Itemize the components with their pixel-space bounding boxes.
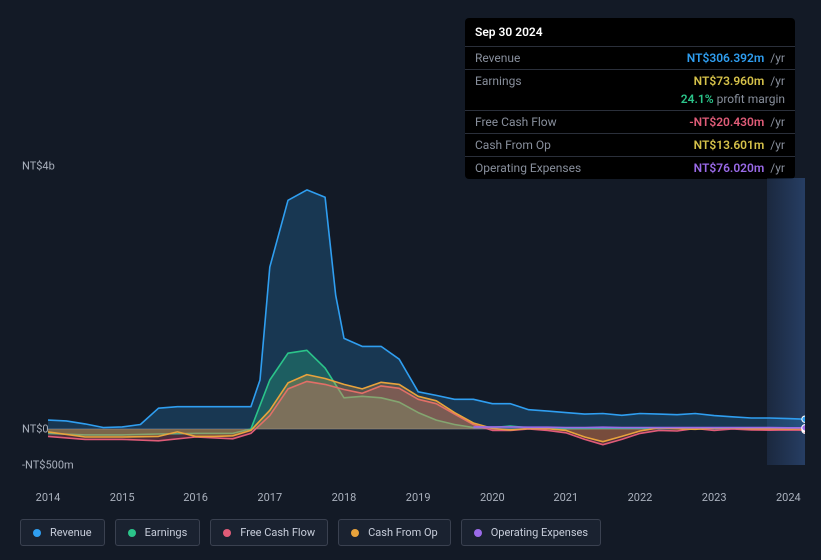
legend-item[interactable]: Operating Expenses — [461, 519, 601, 546]
tooltip-value: NT$73.960m /yr — [694, 74, 785, 88]
legend-label: Free Cash Flow — [240, 526, 315, 539]
x-axis-label: 2019 — [406, 491, 431, 504]
legend-label: Revenue — [50, 526, 92, 539]
area-chart — [48, 178, 805, 475]
tooltip-label: Earnings — [475, 74, 522, 88]
y-axis-label: NT$4b — [22, 160, 55, 173]
tooltip-label: Free Cash Flow — [475, 115, 557, 129]
chart-legend: Revenue Earnings Free Cash Flow Cash From O… — [20, 519, 601, 546]
x-axis-label: 2023 — [702, 491, 727, 504]
tooltip-value: NT$306.392m /yr — [687, 51, 785, 65]
legend-dot-icon — [33, 529, 41, 537]
x-axis-label: 2015 — [110, 491, 135, 504]
legend-item[interactable]: Cash From Op — [338, 519, 451, 546]
tooltip-date: Sep 30 2024 — [465, 18, 795, 46]
tooltip-label: Revenue — [475, 51, 520, 65]
legend-dot-icon — [223, 529, 231, 537]
x-axis-label: 2022 — [628, 491, 653, 504]
tooltip-value: -NT$20.430m /yr — [689, 115, 785, 129]
legend-item[interactable]: Free Cash Flow — [210, 519, 328, 546]
legend-dot-icon — [351, 529, 359, 537]
y-axis-label: NT$0 — [22, 423, 49, 436]
tooltip-label: Operating Expenses — [475, 161, 581, 175]
tooltip-row: Operating Expenses NT$76.020m /yr — [465, 156, 795, 179]
tooltip-label: Cash From Op — [475, 138, 551, 152]
tooltip-row: Cash From Op NT$13.601m /yr — [465, 133, 795, 156]
x-axis-label: 2021 — [553, 491, 578, 504]
tooltip-value: NT$76.020m /yr — [694, 161, 785, 175]
tooltip-value: NT$13.601m /yr — [694, 138, 785, 152]
legend-dot-icon — [474, 529, 482, 537]
x-axis-label: 2018 — [332, 491, 357, 504]
x-axis-label: 2017 — [257, 491, 282, 504]
x-axis-label: 2020 — [480, 491, 505, 504]
legend-item[interactable]: Earnings — [115, 519, 201, 546]
legend-label: Cash From Op — [368, 526, 438, 539]
legend-item[interactable]: Revenue — [20, 519, 105, 546]
legend-label: Operating Expenses — [491, 526, 588, 539]
tooltip-row: Earnings NT$73.960m /yr — [465, 69, 795, 92]
x-axis-label: 2014 — [36, 491, 61, 504]
tooltip-row: Revenue NT$306.392m /yr — [465, 46, 795, 69]
legend-dot-icon — [128, 529, 136, 537]
tooltip-row: Free Cash Flow -NT$20.430m /yr — [465, 110, 795, 133]
data-tooltip: Sep 30 2024 Revenue NT$306.392m /yr Earnin… — [465, 18, 795, 179]
x-axis-label: 2024 — [776, 491, 801, 504]
tooltip-subrow: 24.1% profit margin — [465, 92, 795, 110]
legend-label: Earnings — [145, 526, 188, 539]
x-axis-label: 2016 — [183, 491, 208, 504]
